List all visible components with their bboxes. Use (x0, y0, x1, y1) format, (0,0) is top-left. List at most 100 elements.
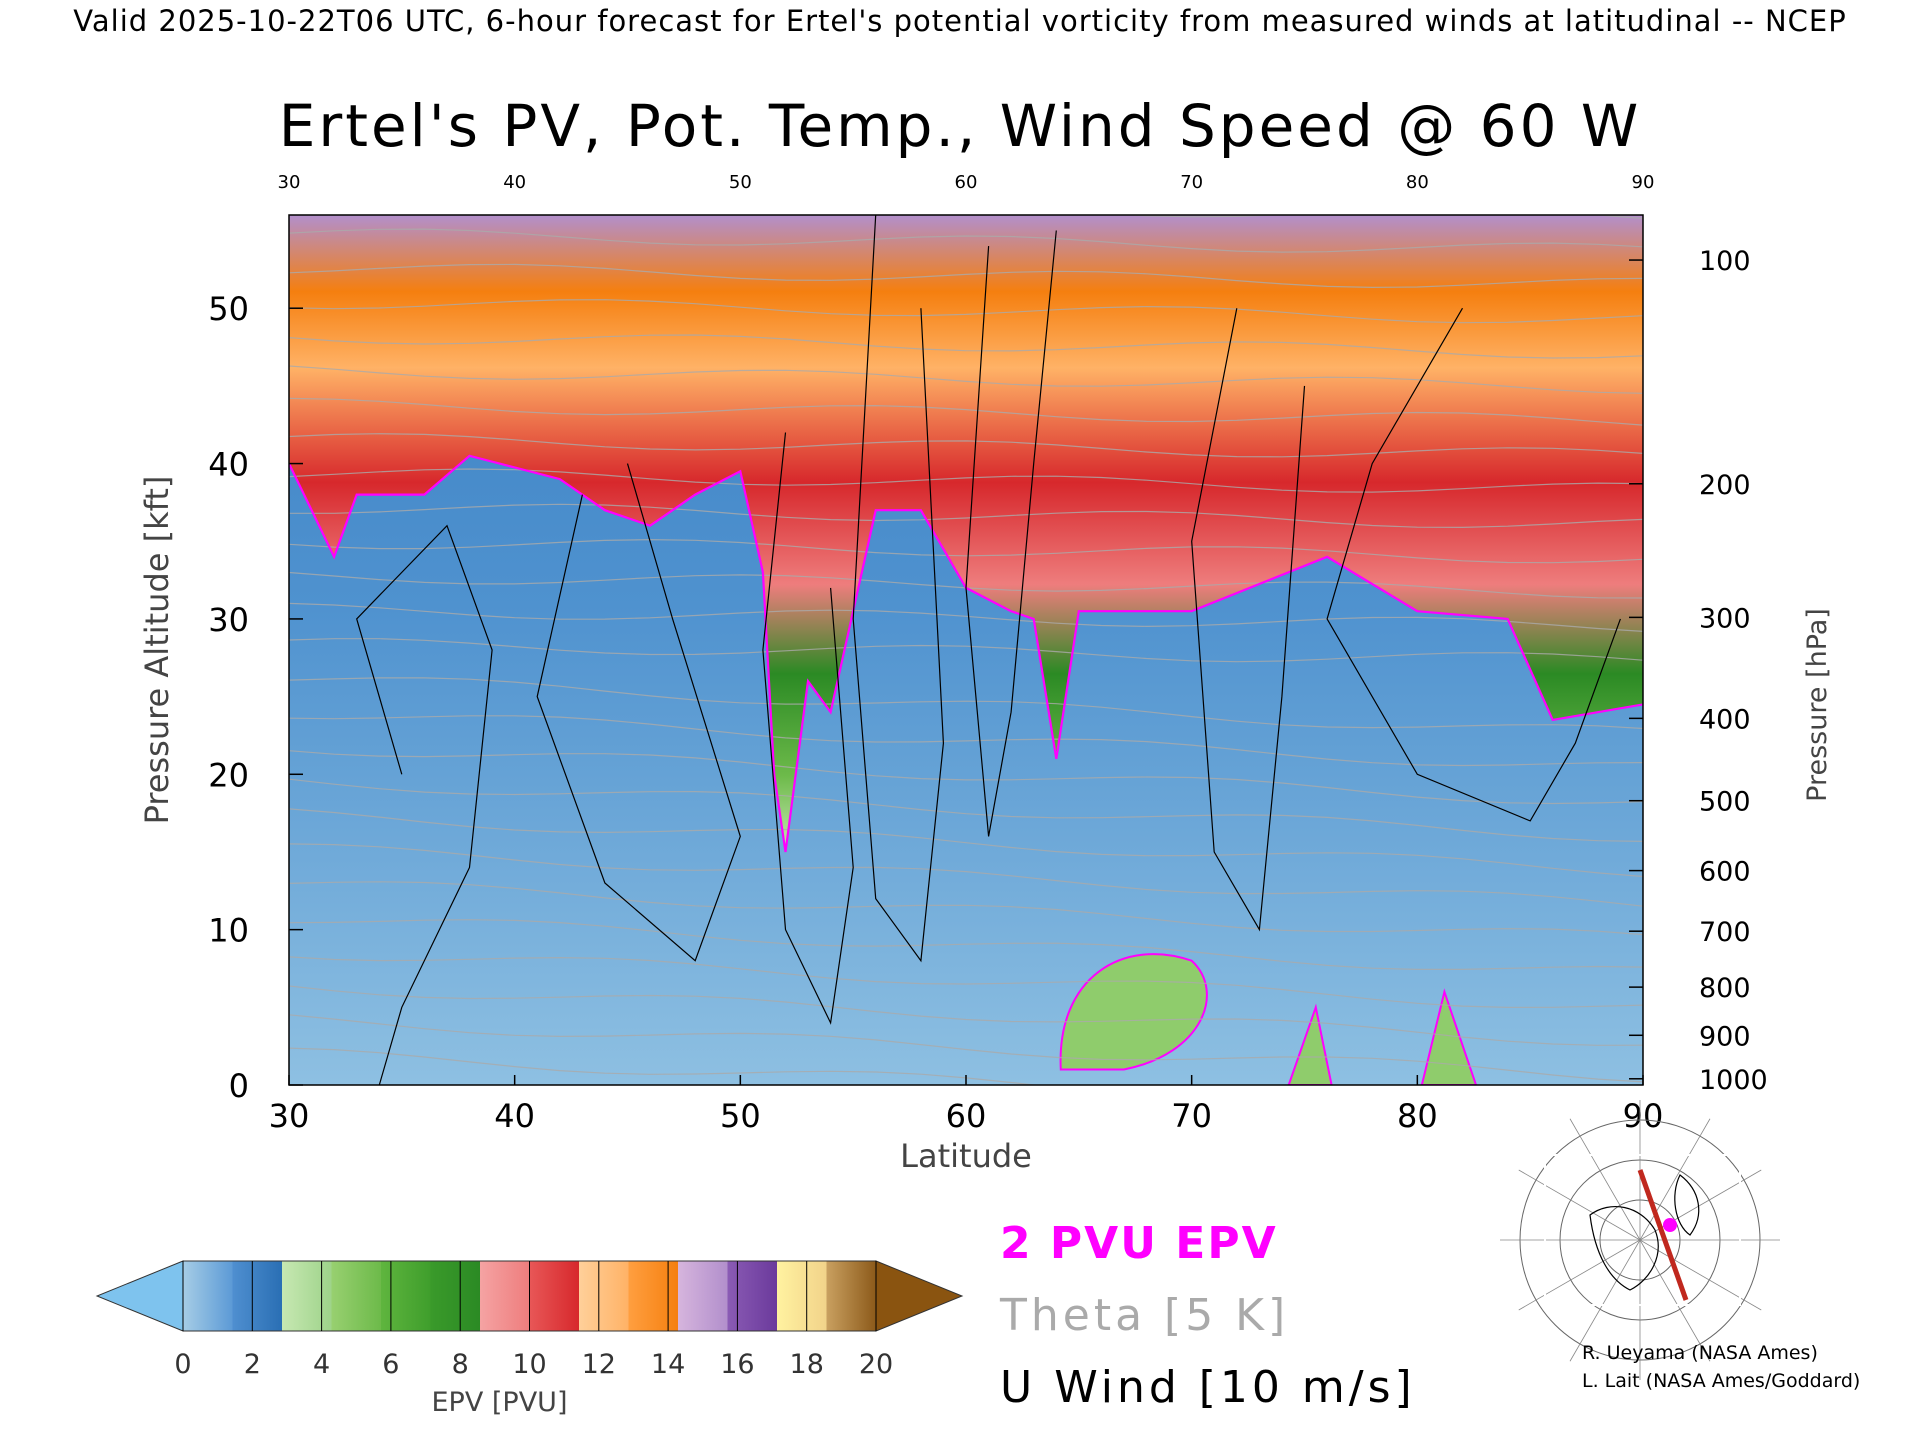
x-tick-label: 70 (1171, 1097, 1212, 1135)
colorbar-bin (678, 1261, 728, 1331)
legend-uwind: U Wind [10 m/s] (1000, 1362, 1416, 1413)
colorbar-bin (183, 1261, 233, 1331)
colorbar-over-arrow (875, 1260, 964, 1332)
theta-contour (289, 365, 1643, 394)
y-tick-label: 50 (208, 290, 249, 328)
colorbar-tick-label: 10 (512, 1349, 546, 1380)
colorbar-tick-label: 2 (244, 1349, 261, 1380)
theta-contour (289, 602, 1643, 632)
pv-blob (1287, 1003, 1333, 1085)
x-tick-label: 30 (269, 1097, 310, 1135)
colorbar-bin (480, 1261, 530, 1331)
theta-contour (289, 299, 1643, 324)
theta-contour (289, 468, 1643, 493)
theta-contour (289, 228, 1643, 253)
colorbar-bin (232, 1261, 282, 1331)
colorbar-under-arrow (95, 1260, 184, 1332)
map-meridian (1639, 1118, 1711, 1241)
map-section-marker (1663, 1218, 1677, 1232)
x-top-tick-label: 50 (729, 172, 752, 193)
header-text: Valid 2025-10-22T06 UTC, 6-hour forecast… (73, 4, 1847, 38)
colorbar-bin (727, 1261, 777, 1331)
colorbar-bin (529, 1261, 579, 1331)
pressure-tick-label: 400 (1699, 704, 1751, 735)
theta-contour (289, 750, 1643, 805)
theta-contour (289, 397, 1643, 426)
theta-contour (289, 919, 1643, 970)
x-tick-label: 60 (946, 1097, 987, 1135)
colorbar-tick-label: 0 (174, 1349, 191, 1380)
x-top-tick-label: 60 (955, 172, 978, 193)
colorbar-bin (331, 1261, 381, 1331)
x-tick-label: 90 (1623, 1097, 1664, 1135)
colorbar-tick-label: 8 (452, 1349, 469, 1380)
uwind-contour (852, 215, 945, 963)
pressure-tick-label: 800 (1699, 973, 1751, 1004)
y-axis-label: Pressure Altitude [kft] (138, 476, 176, 825)
theta-contour (289, 778, 1643, 842)
uwind-contour (536, 463, 741, 962)
map-coastline (1589, 1206, 1659, 1291)
x-top-tick-label: 30 (278, 172, 301, 193)
credit-line: R. Ueyama (NASA Ames) (1582, 1342, 1818, 1364)
map-section-line (1637, 1169, 1689, 1301)
theta-contour (289, 677, 1643, 730)
colorbar-tick-label: 16 (720, 1349, 754, 1380)
legend-theta: Theta [5 K] (1000, 1290, 1290, 1341)
theta-contour (289, 715, 1643, 767)
colorbar-tick-label: 20 (859, 1349, 893, 1380)
theta-contour (289, 503, 1643, 529)
colorbar-bin (579, 1261, 629, 1331)
colorbar-tick-label: 14 (651, 1349, 685, 1380)
section-locator-map (1500, 1100, 1780, 1380)
map-meridian (1518, 1169, 1641, 1241)
colorbar-bin (430, 1261, 480, 1331)
theta-contour (289, 881, 1643, 936)
theta-contour (289, 433, 1643, 458)
colorbar-tick-label: 6 (382, 1349, 399, 1380)
uwind-contour (762, 432, 854, 1025)
map-meridian (1569, 1239, 1641, 1362)
x-top-tick-label: 80 (1406, 172, 1429, 193)
theta-contour (289, 334, 1643, 359)
theta-contour (289, 638, 1643, 663)
chart-title: Ertel's PV, Pot. Temp., Wind Speed @ 60 … (278, 92, 1642, 160)
theta-contour (289, 985, 1643, 1046)
colorbar-bin (282, 1261, 332, 1331)
pressure-tick-label: 900 (1699, 1021, 1751, 1052)
y2-axis-label: Pressure [hPa] (1802, 608, 1833, 802)
uwind-contour (1191, 308, 1306, 932)
y-tick-label: 0 (229, 1067, 249, 1105)
uwind-contour (356, 524, 493, 1085)
uwind-contour (965, 230, 1057, 837)
colorbar-bin (381, 1261, 431, 1331)
theta-contour (289, 263, 1643, 289)
y-tick-label: 20 (208, 756, 249, 794)
pv-blob (1420, 988, 1478, 1085)
pvu-2-contour (289, 454, 1643, 853)
pv-field-stratosphere (289, 215, 1643, 852)
map-meridian (1639, 1239, 1762, 1311)
x-top-tick-label: 40 (503, 172, 526, 193)
colorbar-tick-label: 18 (790, 1349, 824, 1380)
map-meridian (1569, 1118, 1641, 1241)
colorbar-tick-label: 12 (582, 1349, 616, 1380)
pressure-tick-label: 100 (1699, 246, 1751, 277)
theta-contour (289, 808, 1643, 878)
pressure-tick-label: 1000 (1699, 1065, 1768, 1096)
colorbar-label: EPV [PVU] (432, 1387, 568, 1418)
x-top-tick-label: 90 (1632, 172, 1655, 193)
pressure-tick-label: 600 (1699, 857, 1751, 888)
pressure-tick-label: 200 (1699, 470, 1751, 501)
map-coastline (1674, 1174, 1700, 1236)
x-tick-label: 80 (1397, 1097, 1438, 1135)
theta-contour (289, 843, 1643, 907)
y-tick-label: 40 (208, 446, 249, 484)
colorbar-bin (777, 1261, 827, 1331)
colorbar-bin (628, 1261, 678, 1331)
theta-contour (289, 1014, 1643, 1083)
x-axis-label: Latitude (900, 1137, 1032, 1175)
pressure-tick-label: 700 (1699, 917, 1751, 948)
x-tick-label: 40 (494, 1097, 535, 1135)
